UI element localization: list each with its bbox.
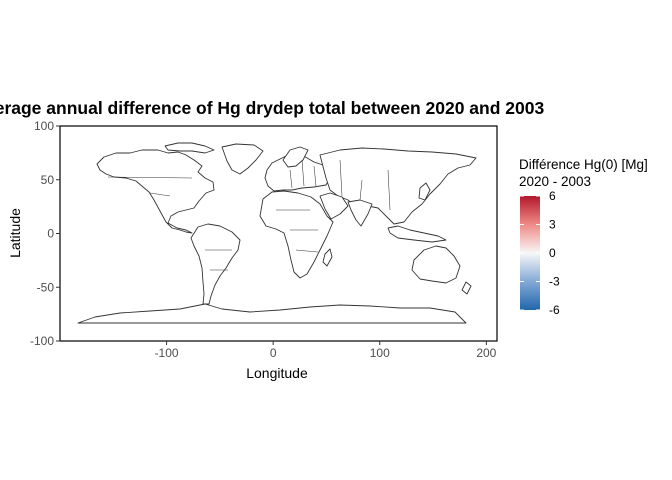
land-south-america: [190, 223, 241, 305]
land-australia: [411, 245, 461, 284]
x-axis-title: Longitude: [246, 365, 308, 381]
y-tick-label: 0: [47, 227, 54, 241]
y-tick-label: 50: [41, 173, 55, 187]
x-tick-label: -100: [155, 346, 179, 360]
legend-tick-label: 3: [549, 218, 556, 232]
land-north-america: [96, 149, 215, 234]
world-map: [77, 142, 477, 324]
legend-title-line2: 2020 - 2003: [519, 174, 591, 189]
y-axis-title: Latitude: [7, 208, 23, 258]
y-tick-label: 100: [34, 119, 54, 133]
land-greenland: [221, 143, 264, 175]
legend-title-line1: Différence Hg(0) [Mg]: [519, 157, 648, 172]
plot-title: Average annual difference of Hg drydep t…: [0, 98, 545, 118]
land-scandinavia: [282, 146, 309, 168]
x-tick-label: 100: [370, 346, 390, 360]
legend-tick-label: 0: [549, 246, 556, 260]
land-new-zealand: [461, 281, 472, 295]
land-arabia: [319, 192, 349, 220]
y-axis: -100 -50 0 50 100: [30, 119, 60, 348]
land-madagascar: [322, 248, 333, 267]
legend-tick-label: 6: [549, 189, 556, 203]
country-borders: [107, 159, 391, 271]
x-tick-label: 0: [270, 346, 277, 360]
x-tick-label: 200: [476, 346, 496, 360]
land-arctic-islands: [164, 142, 215, 154]
land-japan: [418, 182, 431, 201]
land-antarctica: [77, 303, 467, 324]
x-axis: -100 0 100 200: [155, 341, 497, 360]
legend-colorbar: [520, 196, 540, 310]
land-india: [347, 199, 373, 227]
land-africa: [259, 190, 334, 279]
color-legend: Différence Hg(0) [Mg] 2020 - 2003 6 3 0 -3 -…: [519, 157, 648, 317]
y-tick-label: -100: [30, 334, 54, 348]
legend-tick-label: -6: [549, 303, 560, 317]
y-tick-label: -50: [37, 280, 55, 294]
legend-tick-label: -3: [549, 275, 560, 289]
land-indonesia: [387, 225, 447, 243]
